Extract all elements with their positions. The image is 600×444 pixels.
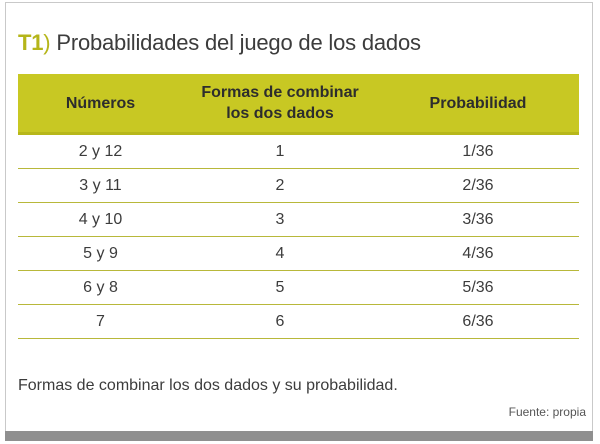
- table-row: 3 y 11 2 2/36: [18, 168, 579, 203]
- table-header-row: Números Formas de combinar los dos dados…: [18, 74, 579, 135]
- header-numeros: Números: [18, 74, 183, 135]
- header-probabilidad: Probabilidad: [377, 74, 579, 135]
- cell-probabilidad: 3/36: [377, 202, 579, 237]
- table-row: 2 y 12 1 1/36: [18, 133, 579, 169]
- cell-formas: 4: [183, 236, 377, 271]
- table-title-text: Probabilidades del juego de los dados: [56, 30, 421, 55]
- cell-numeros: 3 y 11: [18, 168, 183, 203]
- table-row: 5 y 9 4 4/36: [18, 236, 579, 271]
- table-code-paren: ): [43, 30, 51, 55]
- header-formas: Formas de combinar los dos dados: [183, 74, 377, 135]
- probability-table: Números Formas de combinar los dos dados…: [18, 74, 579, 339]
- cell-probabilidad: 5/36: [377, 270, 579, 305]
- cell-formas: 6: [183, 304, 377, 339]
- cell-numeros: 6 y 8: [18, 270, 183, 305]
- table-source: Fuente: propia: [508, 405, 586, 419]
- cell-probabilidad: 4/36: [377, 236, 579, 271]
- cell-numeros: 7: [18, 304, 183, 339]
- table-row: 6 y 8 5 5/36: [18, 270, 579, 305]
- cell-numeros: 4 y 10: [18, 202, 183, 237]
- cell-numeros: 5 y 9: [18, 236, 183, 271]
- cell-probabilidad: 1/36: [377, 133, 579, 169]
- cell-probabilidad: 2/36: [377, 168, 579, 203]
- cell-formas: 1: [183, 133, 377, 169]
- cell-probabilidad: 6/36: [377, 304, 579, 339]
- table-code: T1: [18, 30, 44, 55]
- cell-formas: 3: [183, 202, 377, 237]
- bottom-bar: [5, 431, 593, 441]
- cell-numeros: 2 y 12: [18, 133, 183, 169]
- cell-formas: 5: [183, 270, 377, 305]
- table-title: T1) Probabilidades del juego de los dado…: [18, 30, 421, 56]
- table-row: 7 6 6/36: [18, 304, 579, 339]
- table-caption: Formas de combinar los dos dados y su pr…: [18, 377, 398, 394]
- cell-formas: 2: [183, 168, 377, 203]
- table-row: 4 y 10 3 3/36: [18, 202, 579, 237]
